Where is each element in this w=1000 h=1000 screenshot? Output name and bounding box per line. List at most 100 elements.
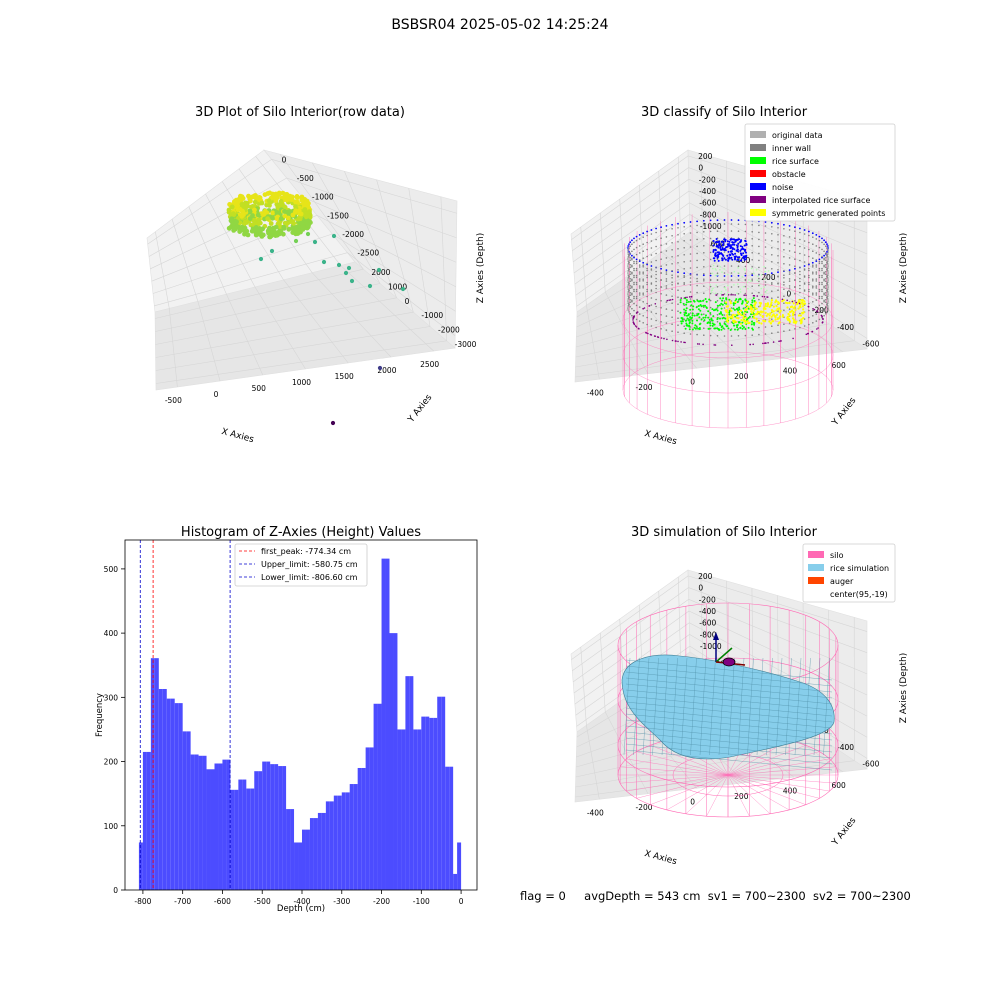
cls-noise-point (745, 242, 748, 245)
cls-inner-wall-point (642, 315, 644, 317)
cls-inner-wall-point (633, 260, 635, 263)
raw-floor-pane (154, 261, 456, 391)
cls-inner-wall-point (783, 284, 785, 286)
cls-original-point (757, 275, 759, 277)
cls-inner-wall-point (627, 279, 629, 281)
cls-inner-wall-point (723, 314, 726, 316)
cls-inner-wall-point (638, 264, 641, 266)
cls-inner-wall-point (660, 321, 662, 323)
raw-y-tick-label: 0 (405, 297, 410, 306)
cls-rice-surface-point (692, 305, 695, 308)
cls-interpolated-point (684, 341, 686, 344)
cls-z-tick-label: -1000 (700, 222, 722, 231)
hist-bar (190, 754, 195, 890)
cls-rice-surface-point (679, 301, 682, 304)
cls-inner-wall-point (764, 239, 767, 241)
sim-rice-mesh (718, 657, 726, 756)
cls-inner-wall-point (642, 243, 644, 245)
cls-inner-wall-point (812, 287, 814, 289)
cls-noise-point (683, 221, 686, 224)
raw-data-point (260, 226, 265, 232)
cls-inner-wall-point (646, 288, 648, 291)
raw-grid-x (226, 294, 264, 376)
cls-rice-surface-point (689, 316, 692, 319)
cls-inner-wall-point (665, 236, 668, 238)
cls-inner-wall-point (827, 293, 829, 295)
raw-grid-x (283, 279, 349, 364)
cls-rice-surface-point (682, 302, 685, 305)
cls-rice-surface-point (738, 298, 740, 301)
cls-noise-point (650, 265, 653, 267)
cls-interpolated-point (795, 301, 798, 304)
cls-inner-wall-point (771, 247, 773, 249)
cls-rice-surface-point (690, 304, 693, 307)
cls-inner-wall-point (827, 281, 829, 283)
cls-inner-wall-point (744, 313, 747, 316)
cls-noise-point (714, 255, 717, 258)
cls-inner-wall-point (627, 272, 629, 274)
cls-noise-point (723, 219, 726, 221)
cls-symmetric-point (756, 310, 759, 313)
cls-inner-wall-point (677, 303, 679, 306)
cls-symmetric-point (795, 303, 799, 306)
cls-interpolated-point (649, 333, 652, 336)
cls-rice-surface-point (716, 309, 719, 312)
cls-interpolated-point (715, 294, 718, 296)
cls-inner-wall-point (815, 271, 818, 273)
cls-symmetric-point (739, 309, 743, 312)
cls-inner-wall-point (826, 275, 828, 277)
cls-noise-point (627, 245, 630, 247)
sim-y-tick-label: -400 (837, 743, 854, 752)
cls-inner-wall-point (825, 294, 827, 297)
sim-rice-mesh (747, 657, 754, 756)
cls-rice-surface-point (685, 322, 688, 325)
cls-inner-wall-point (716, 321, 719, 323)
hist-bar (238, 779, 243, 890)
raw-data-point (284, 197, 290, 203)
cls-inner-wall-point (703, 245, 705, 247)
cls-inner-wall-point (689, 274, 692, 276)
cls-rice-surface-point (741, 324, 744, 327)
cls-interpolated-point (761, 295, 764, 298)
cls-noise-point (718, 240, 721, 243)
cls-symmetric-point (769, 322, 773, 325)
cls-rice-surface-point (688, 319, 690, 322)
cls-x-tick-label: 400 (783, 366, 798, 375)
raw-grid-z (347, 252, 456, 336)
cls-interpolated-point (653, 335, 656, 337)
cls-original-point (720, 292, 722, 295)
cls-inner-wall-point (812, 292, 814, 295)
cls-rice-surface-point (736, 301, 739, 303)
cls-inner-wall-point (633, 241, 635, 244)
raw-data-point (278, 216, 284, 222)
hist-frame (124, 539, 478, 891)
cls-inner-wall-point (660, 293, 662, 295)
cls-symmetric-point (752, 314, 756, 317)
cls-inner-wall-point (677, 269, 679, 271)
cls-rice-surface-point (732, 307, 735, 310)
cls-inner-wall-point (629, 285, 631, 287)
raw-data-point (292, 228, 298, 234)
hist-bar (226, 759, 231, 890)
raw-data-point (256, 228, 261, 234)
cls-inner-wall-point (665, 229, 668, 231)
cls-noise-point (826, 251, 828, 253)
sim-grid-z (689, 622, 868, 717)
hist-bar (262, 761, 267, 890)
cls-original-point (721, 271, 723, 273)
cls-inner-wall-point (821, 309, 823, 312)
cls-original-point (726, 293, 729, 296)
hist-legend-box (234, 543, 368, 587)
cls-inner-wall-point (638, 313, 641, 315)
cls-original-point (737, 283, 739, 285)
cls-rice-surface-point (732, 302, 735, 305)
cls-inner-wall-point (815, 278, 818, 280)
cls-inner-wall-point (716, 223, 719, 225)
cls-inner-wall-point (825, 299, 827, 301)
hist-legend-label: first_peak: -774.34 cm (261, 547, 351, 556)
cls-symmetric-point (792, 302, 795, 305)
cls-noise-point (824, 241, 827, 244)
hist-bar (278, 766, 283, 890)
cls-inner-wall-point (823, 292, 825, 295)
